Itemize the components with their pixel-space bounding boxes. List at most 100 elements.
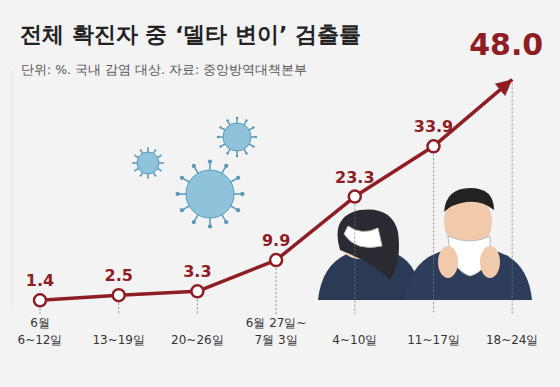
title: 전체 확진자 중 ‘델타 변이’ 검출률 [20, 22, 361, 47]
marker [349, 191, 361, 203]
arrow-head [495, 79, 512, 95]
virus-body [223, 123, 251, 151]
x-tick-label-line: 6월 27일~ [246, 316, 307, 330]
virus-spike [249, 128, 253, 130]
virus-spike-tip [208, 159, 212, 163]
virus-spike-tip [252, 126, 255, 129]
x-tick-label: 6월 27일~ 7월 3일 [246, 316, 307, 347]
virus-spike-tip [219, 145, 222, 148]
virus-spike [249, 144, 253, 146]
virus-spike [222, 167, 226, 173]
x-tick-label-line: 7월 3일 [255, 333, 298, 347]
virus-icon [132, 147, 164, 179]
virus-spike-tip [236, 208, 240, 212]
man-hand [480, 246, 500, 278]
x-tick-label: 11~17일 [407, 333, 460, 347]
virus-spike [221, 144, 225, 146]
virus-spike-tip [180, 208, 184, 212]
data-label: 1.4 [26, 271, 54, 290]
virus-spike-tip [217, 136, 220, 139]
woman-hair [338, 209, 400, 280]
virus-spike [221, 128, 225, 130]
virus-spike-tip [192, 220, 196, 224]
virus-spike-tip [255, 136, 258, 139]
x-tick-label: 20~26일 [171, 333, 224, 347]
x-tick-label-line: 6월 [30, 316, 50, 330]
x-tick-label-line: 20~26일 [171, 333, 224, 347]
virus-spike-tip [160, 169, 162, 171]
virus-spike-tip [252, 145, 255, 148]
data-label: 23.3 [335, 168, 374, 187]
data-label: 9.9 [262, 231, 290, 250]
marker [191, 285, 203, 297]
virus-spike-tip [162, 162, 164, 164]
virus-spike-tip [208, 224, 212, 228]
subtitle: 단위: %. 국내 감염 대상. 자료: 중앙방역대책본부 [21, 62, 307, 77]
virus-body [186, 170, 234, 218]
marker [270, 254, 282, 266]
virus-spike-tip [154, 175, 156, 177]
virus-spike-tip [160, 155, 162, 157]
virus-spike-tip [132, 162, 134, 164]
virus-spike-tip [140, 175, 142, 177]
virus-spike [219, 136, 223, 138]
virus-spike-tip [236, 176, 240, 180]
y-axis-line [12, 70, 13, 307]
people-illustration [318, 188, 532, 300]
virus-spike [194, 215, 198, 221]
virus-spike [194, 167, 198, 173]
virus-spike [228, 121, 230, 125]
background [0, 0, 560, 387]
x-tick-label: 4~10일 [332, 333, 377, 347]
data-label: 33.9 [414, 117, 453, 136]
virus-spike-tip [147, 177, 149, 179]
virus-spike [231, 178, 237, 182]
virus-icon [175, 159, 244, 228]
x-tick-line [354, 197, 355, 314]
virus-spike-tip [236, 117, 239, 120]
x-tick-label-line: 18~24일 [486, 333, 539, 347]
virus-spike [251, 136, 255, 138]
virus-icon [217, 117, 257, 157]
x-tick-label-line: 4~10일 [332, 333, 377, 347]
virus-spike-tip [224, 220, 228, 224]
man-hand [438, 246, 458, 278]
x-tick-line [276, 260, 277, 314]
chart-svg: 전체 확진자 중 ‘델타 변이’ 검출률단위: %. 국내 감염 대상. 자료:… [0, 0, 560, 387]
virus-spike-tip [147, 147, 149, 149]
virus-spike [183, 178, 189, 182]
x-tick-line [433, 146, 434, 314]
x-tick-label: 18~24일 [486, 333, 539, 347]
virus-spike-tip [192, 164, 196, 168]
marker [34, 294, 46, 306]
virus-spike-tip [134, 169, 136, 171]
virus-spike-tip [226, 119, 229, 122]
data-label: 48.0 [469, 27, 543, 62]
virus-spike [231, 206, 237, 210]
x-tick-label-line: 13~19일 [92, 333, 145, 347]
virus-spike-tip [154, 149, 156, 151]
virus-spike [209, 218, 211, 225]
virus-spike-tip [245, 119, 248, 122]
plot-area [34, 79, 512, 306]
x-tick-label: 13~19일 [92, 333, 145, 347]
virus-spike [236, 151, 238, 155]
data-label: 3.3 [183, 262, 211, 281]
virus-spike [179, 193, 186, 195]
virus-spike-tip [240, 192, 244, 196]
chart-container: 전체 확진자 중 ‘델타 변이’ 검출률단위: %. 국내 감염 대상. 자료:… [0, 0, 560, 387]
virus-spike-tip [226, 152, 229, 155]
virus-spike-tip [219, 126, 222, 129]
virus-spike [234, 193, 241, 195]
virus-spike [209, 163, 211, 170]
woman-mask [344, 226, 382, 248]
virus-spike [236, 119, 238, 123]
virus-spike [228, 149, 230, 153]
virus-body [137, 152, 159, 174]
virus-spike-tip [245, 152, 248, 155]
virus-spike-tip [180, 176, 184, 180]
virus-spike [222, 215, 226, 221]
line [40, 79, 512, 300]
data-label: 2.5 [105, 266, 133, 285]
marker [428, 140, 440, 152]
